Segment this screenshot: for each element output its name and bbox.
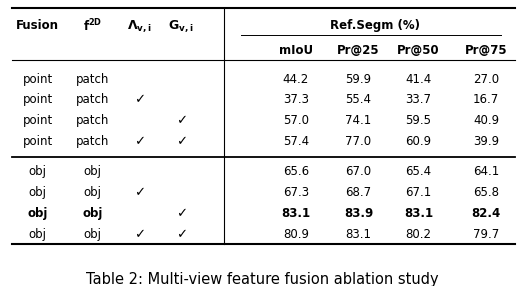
Text: Table 2: Multi-view feature fusion ablation study: Table 2: Multi-view feature fusion ablat… [86,272,438,286]
Text: ✓: ✓ [176,229,187,241]
Text: 67.0: 67.0 [345,165,372,178]
Text: ✓: ✓ [134,93,145,106]
Text: patch: patch [76,73,110,86]
Text: 60.9: 60.9 [405,135,431,148]
Text: obj: obj [82,207,103,220]
Text: 40.9: 40.9 [473,114,499,127]
Text: 27.0: 27.0 [473,73,499,86]
Text: 68.7: 68.7 [345,186,372,199]
Text: 59.5: 59.5 [406,114,431,127]
Text: f$^{\mathbf{2D}}$: f$^{\mathbf{2D}}$ [83,17,102,34]
Text: point: point [23,114,53,127]
Text: ✓: ✓ [176,207,187,220]
Text: 80.9: 80.9 [283,229,309,241]
Text: ✓: ✓ [134,186,145,199]
Text: 83.1: 83.1 [281,207,310,220]
Text: 77.0: 77.0 [345,135,372,148]
Text: 64.1: 64.1 [473,165,499,178]
Text: 55.4: 55.4 [345,93,372,106]
Text: Pr@75: Pr@75 [465,43,507,57]
Text: 44.2: 44.2 [283,73,309,86]
Text: 59.9: 59.9 [345,73,372,86]
Text: patch: patch [76,135,110,148]
Text: ✓: ✓ [134,135,145,148]
Text: 74.1: 74.1 [345,114,372,127]
Text: $\mathbf{G}_{\mathbf{v,i}}$: $\mathbf{G}_{\mathbf{v,i}}$ [169,18,194,33]
Text: 83.1: 83.1 [345,229,372,241]
Text: patch: patch [76,93,110,106]
Text: obj: obj [84,186,102,199]
Text: ✓: ✓ [134,229,145,241]
Text: obj: obj [29,165,47,178]
Text: point: point [23,135,53,148]
Text: obj: obj [84,165,102,178]
Text: 41.4: 41.4 [405,73,431,86]
Text: 57.0: 57.0 [283,114,309,127]
Text: 80.2: 80.2 [406,229,431,241]
Text: 82.4: 82.4 [472,207,501,220]
Text: Fusion: Fusion [16,19,59,32]
Text: 39.9: 39.9 [473,135,499,148]
Text: Pr@50: Pr@50 [397,43,440,57]
Text: 65.6: 65.6 [283,165,309,178]
Text: Pr@25: Pr@25 [337,43,380,57]
Text: 65.8: 65.8 [473,186,499,199]
Text: 16.7: 16.7 [473,93,499,106]
Text: obj: obj [29,186,47,199]
Text: ✓: ✓ [176,114,187,127]
Text: obj: obj [29,229,47,241]
Text: 57.4: 57.4 [283,135,309,148]
Text: point: point [23,93,53,106]
Text: $\mathbf{\Lambda}_{\mathbf{v,i}}$: $\mathbf{\Lambda}_{\mathbf{v,i}}$ [127,18,152,33]
Text: mIoU: mIoU [279,43,313,57]
Text: 33.7: 33.7 [406,93,431,106]
Text: 79.7: 79.7 [473,229,499,241]
Text: 67.3: 67.3 [283,186,309,199]
Text: 37.3: 37.3 [283,93,309,106]
Text: 67.1: 67.1 [405,186,431,199]
Text: Ref.Segm (%): Ref.Segm (%) [330,19,420,32]
Text: point: point [23,73,53,86]
Text: obj: obj [84,229,102,241]
Text: 65.4: 65.4 [405,165,431,178]
Text: 83.1: 83.1 [404,207,433,220]
Text: 83.9: 83.9 [344,207,373,220]
Text: ✓: ✓ [176,135,187,148]
Text: obj: obj [28,207,48,220]
Text: patch: patch [76,114,110,127]
